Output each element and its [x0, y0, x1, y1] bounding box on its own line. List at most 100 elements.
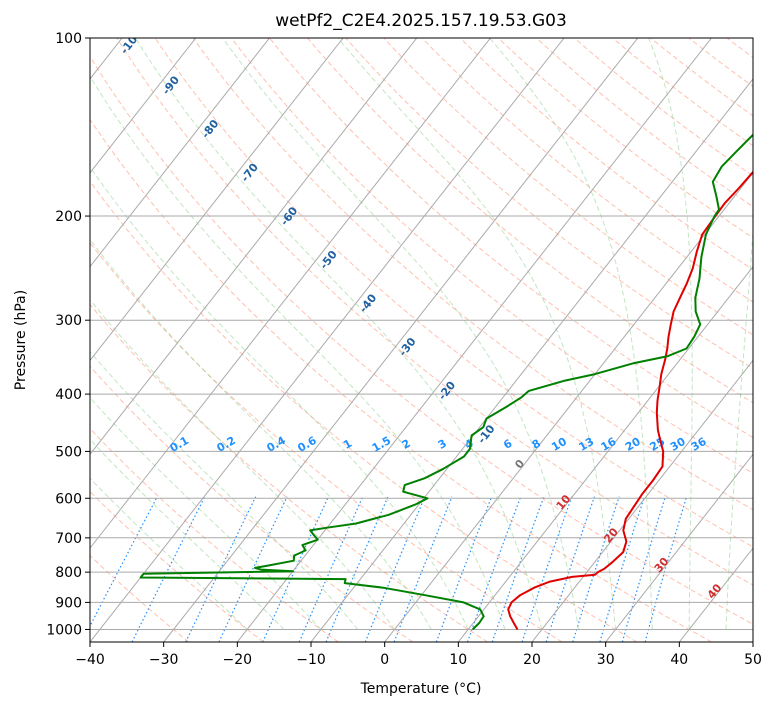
mixing-ratio-line — [393, 496, 453, 642]
x-tick-label: −40 — [75, 652, 105, 668]
dry-adiabat-label: -50 — [317, 248, 340, 272]
isotherm — [605, 453, 753, 642]
moist-adiabat — [90, 438, 285, 630]
x-axis-label: Temperature (°C) — [360, 681, 482, 697]
mixing-ratio-line — [262, 496, 329, 642]
mixing-ratio-line — [621, 496, 666, 642]
y-tick-label: 700 — [55, 531, 82, 547]
isotherm — [236, 38, 712, 642]
dry-adiabat-label: -10 — [475, 422, 498, 446]
moist-adiabat — [725, 223, 753, 630]
dry-adiabat-label: -100 — [118, 27, 145, 57]
isotherm — [90, 38, 418, 456]
x-tick-label: −10 — [296, 652, 326, 668]
moist-adiabat — [90, 238, 432, 630]
x-tick-label: 30 — [597, 652, 615, 668]
mixing-ratio-line — [218, 496, 288, 642]
y-tick-label: 400 — [55, 387, 82, 403]
y-axis-label: Pressure (hPa) — [13, 290, 29, 390]
temperature-profile-line — [507, 170, 753, 630]
isotherm — [678, 547, 753, 642]
dry-adiabat — [90, 427, 339, 642]
dry-adiabat — [535, 38, 753, 208]
mixing-ratio-label: 3 — [436, 437, 449, 452]
mixing-ratio-line — [599, 496, 645, 642]
isotherm — [90, 38, 197, 174]
dry-adiabat — [269, 38, 753, 439]
moist-adiabat-label: 10 — [554, 492, 574, 512]
isotherm — [310, 78, 753, 642]
moist-adiabat-label: 40 — [705, 581, 725, 601]
dry-adiabat-label: -90 — [160, 73, 183, 97]
isotherm — [531, 359, 753, 642]
dry-adiabat — [650, 38, 753, 117]
y-tick-label: 500 — [55, 444, 82, 460]
y-tick-label: 900 — [55, 595, 82, 611]
dry-adiabat-label: -80 — [199, 117, 222, 141]
mixing-ratio-label: 6 — [501, 437, 514, 452]
dry-adiabat — [192, 38, 753, 511]
dry-adiabat-label: -60 — [278, 204, 301, 228]
moist-adiabat — [90, 477, 248, 630]
y-tick-label: 600 — [55, 491, 82, 507]
x-tick-label: 20 — [523, 652, 541, 668]
dry-adiabat — [307, 38, 753, 404]
moist-adiabat — [90, 75, 506, 630]
moist-adiabat — [222, 38, 580, 630]
moist-adiabat — [90, 396, 322, 630]
dry-adiabat — [230, 38, 753, 474]
y-tick-label: 1000 — [46, 623, 82, 639]
dry-adiabat — [90, 118, 712, 642]
moist-adiabat-label: 0 — [512, 457, 527, 471]
mixing-ratio-line — [572, 496, 620, 642]
mixing-ratio-line — [298, 496, 364, 642]
mixing-ratio-label: 2 — [400, 437, 413, 452]
dry-adiabat — [90, 55, 753, 625]
x-tick-label: 40 — [670, 652, 688, 668]
moist-adiabat — [489, 38, 653, 630]
isotherm — [457, 265, 753, 642]
axis-ticks: −40 −30 −20 −10 0 10 20 30 40 5010020030040050060… — [46, 31, 762, 668]
dry-adiabat-label: -20 — [436, 379, 459, 403]
dry-adiabat — [90, 490, 264, 642]
background-lines — [90, 38, 753, 642]
dry-adiabat — [90, 303, 488, 642]
mixing-ratio-line — [131, 496, 206, 642]
mixing-ratio-line — [545, 496, 595, 642]
moist-adiabat — [90, 351, 359, 630]
isotherm — [90, 38, 565, 642]
dry-adiabat — [90, 180, 638, 642]
x-tick-label: 50 — [744, 652, 762, 668]
mixing-ratio-line — [521, 496, 573, 642]
moist-adiabat — [90, 299, 395, 630]
mixing-ratio-line — [90, 496, 158, 628]
x-tick-label: 0 — [380, 652, 389, 668]
isotherm — [90, 38, 270, 268]
x-tick-label: −20 — [223, 652, 253, 668]
dry-adiabat — [383, 38, 753, 336]
moist-adiabat — [90, 166, 469, 630]
dry-adiabat — [459, 38, 753, 271]
isotherm — [90, 38, 344, 362]
dry-adiabat — [574, 38, 753, 177]
y-tick-label: 100 — [55, 31, 82, 47]
moist-adiabat — [337, 38, 616, 630]
dry-adiabat — [90, 365, 414, 642]
isotherm — [384, 171, 753, 642]
x-tick-label: 10 — [449, 652, 467, 668]
dry-adiabat-label: -40 — [357, 291, 380, 315]
mixing-ratio-line — [435, 496, 493, 642]
isotherm — [90, 38, 491, 549]
y-tick-label: 300 — [55, 313, 82, 329]
dry-adiabat — [116, 38, 753, 586]
x-tick-label: −30 — [149, 652, 179, 668]
dry-adiabat — [154, 38, 753, 548]
dry-adiabat — [497, 38, 753, 239]
y-tick-label: 200 — [55, 209, 82, 225]
mixing-ratio-label: 8 — [530, 437, 543, 452]
y-tick-label: 800 — [55, 565, 82, 581]
moist-adiabat — [134, 38, 543, 630]
plot-frame — [89, 37, 754, 643]
chart-title: wetPf2_C2E4.2025.157.19.53.G03 — [275, 11, 567, 31]
